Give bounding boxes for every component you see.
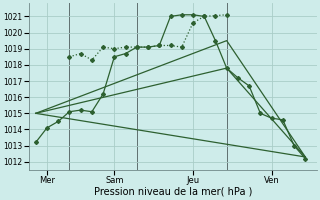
X-axis label: Pression niveau de la mer( hPa ): Pression niveau de la mer( hPa ) xyxy=(93,187,252,197)
